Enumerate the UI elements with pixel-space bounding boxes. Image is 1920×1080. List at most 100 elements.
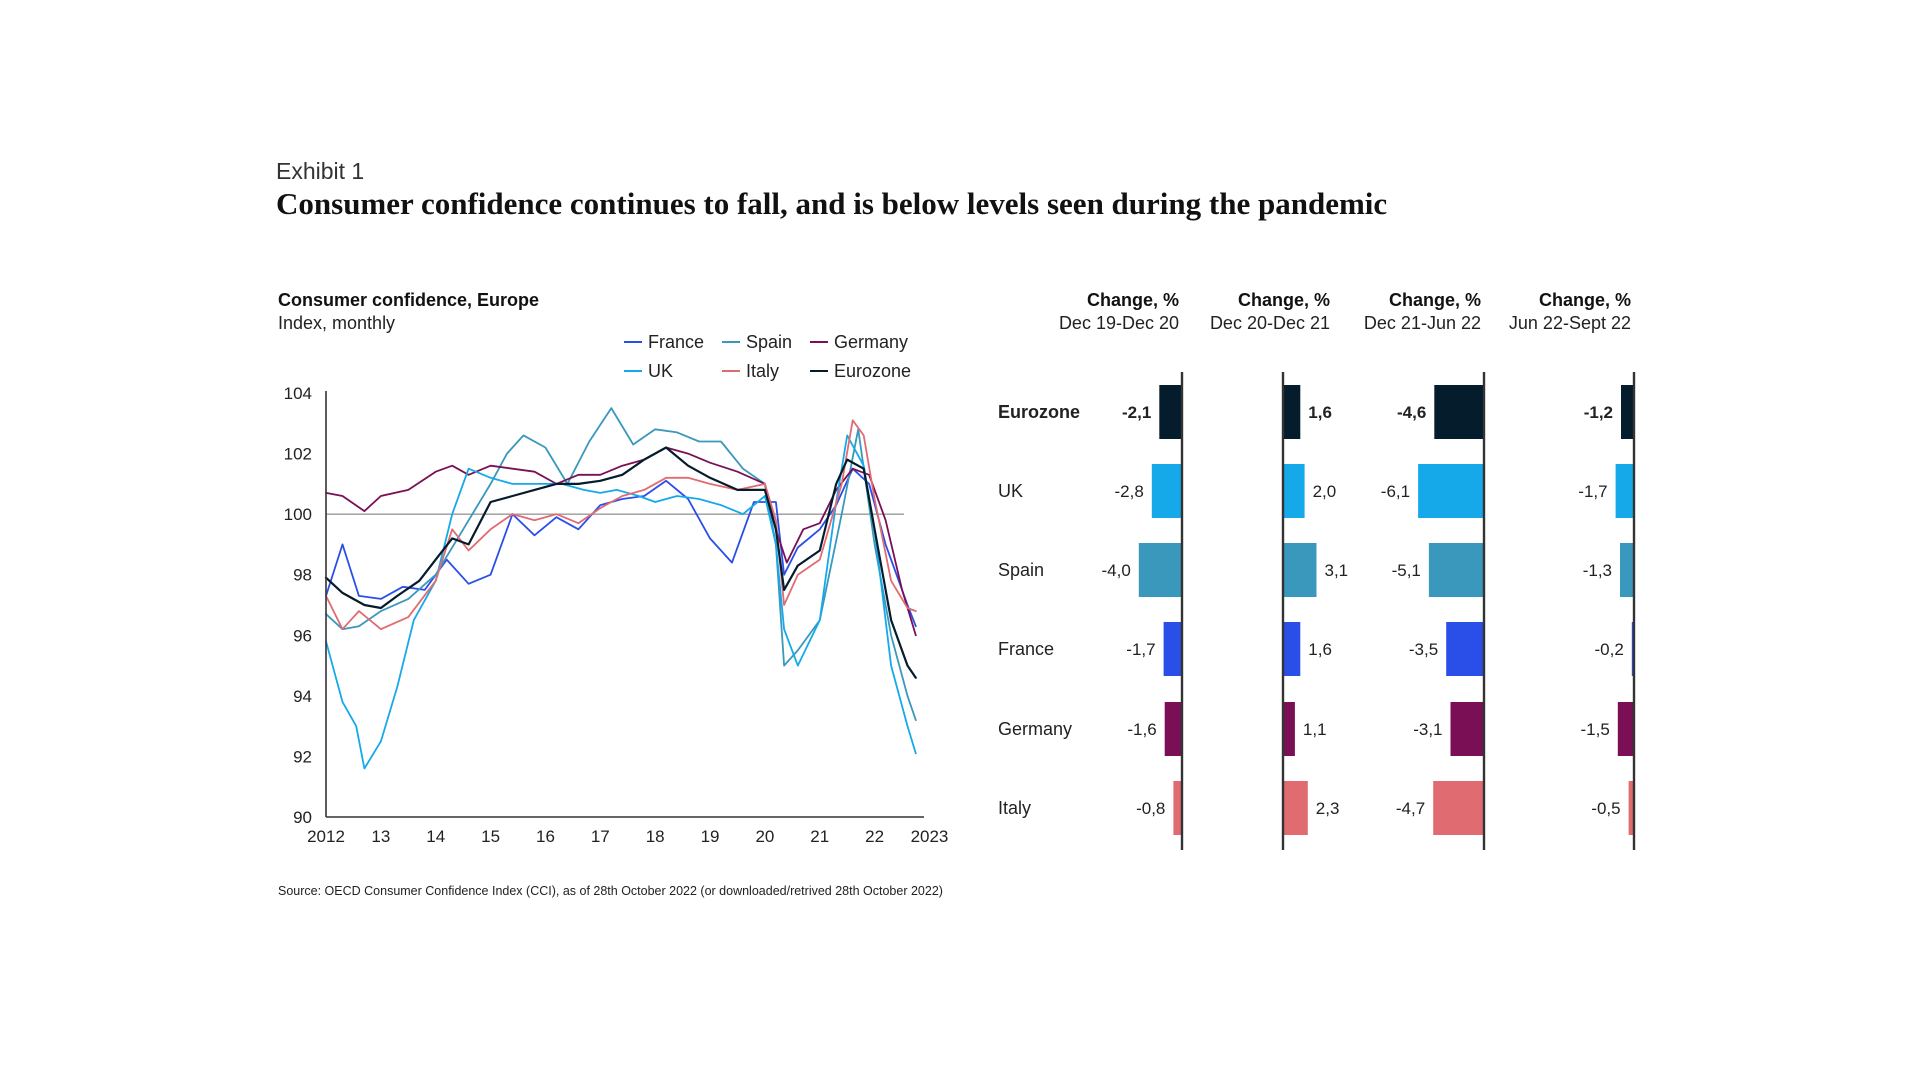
data-label: -4,7	[1396, 799, 1425, 818]
series-line-eurozone	[324, 446, 917, 679]
data-label: 1,6	[1308, 403, 1332, 422]
panel-period: Dec 19-Dec 20	[1059, 313, 1179, 333]
bar-panel-4: Change, % Jun 22-Sept 22 -1,2 -1,7 -1,3 -0,2 -…	[1509, 290, 1636, 850]
x-tick-label: 19	[701, 827, 720, 846]
bar-spain	[1620, 543, 1634, 597]
legend-item-spain: Spain	[722, 332, 792, 352]
bar-spain	[1283, 543, 1317, 597]
data-label: 2,3	[1316, 799, 1340, 818]
data-label: -4,0	[1102, 561, 1131, 580]
data-label: 1,6	[1308, 640, 1332, 659]
y-tick-label: 94	[293, 687, 312, 706]
category-label-eurozone: Eurozone	[998, 402, 1080, 422]
bar-germany	[1617, 702, 1634, 756]
legend-label: UK	[648, 361, 673, 381]
bar-uk	[1615, 464, 1634, 518]
bar-panel-1: Change, % Dec 19-Dec 20 -2,1 -2,8 -4,0 -1,7 -1…	[1059, 290, 1184, 850]
legend-item-italy: Italy	[722, 361, 779, 381]
x-tick-label: 18	[646, 827, 665, 846]
bar-italy	[1283, 781, 1308, 835]
series-line-uk	[325, 434, 917, 770]
bar-eurozone	[1283, 385, 1301, 439]
legend-label: Germany	[834, 332, 908, 352]
data-label: -2,1	[1122, 403, 1151, 422]
y-tick-label: 98	[293, 566, 312, 585]
bar-spain	[1138, 543, 1182, 597]
legend-item-germany: Germany	[810, 332, 908, 352]
series-line-spain	[325, 407, 917, 721]
data-label: -0,8	[1136, 799, 1165, 818]
x-tick-label: 20	[755, 827, 774, 846]
data-label: -1,7	[1126, 640, 1155, 659]
data-label: -4,6	[1397, 403, 1426, 422]
y-tick-label: 102	[284, 445, 312, 464]
legend-label: Italy	[746, 361, 779, 381]
y-tick-label: 92	[293, 747, 312, 766]
x-tick-label: 15	[481, 827, 500, 846]
bar-germany	[1450, 702, 1484, 756]
panel-period: Jun 22-Sept 22	[1509, 313, 1631, 333]
x-tick-label: 22	[865, 827, 884, 846]
source-note: Source: OECD Consumer Confidence Index (…	[278, 884, 943, 898]
category-label-italy: Italy	[998, 798, 1031, 818]
bar-italy	[1173, 781, 1182, 835]
panel-header: Change, %	[1539, 290, 1631, 310]
bar-uk	[1151, 464, 1182, 518]
category-label-germany: Germany	[998, 719, 1072, 739]
y-tick-label: 96	[293, 626, 312, 645]
x-tick-label: 21	[810, 827, 829, 846]
bar-eurozone	[1621, 385, 1634, 439]
category-label-uk: UK	[998, 481, 1023, 501]
data-label: -3,1	[1413, 720, 1442, 739]
x-tick-label: 16	[536, 827, 555, 846]
category-label-france: France	[998, 639, 1054, 659]
legend-item-france: France	[624, 332, 704, 352]
data-label: -5,1	[1392, 561, 1421, 580]
data-label: -3,5	[1409, 640, 1438, 659]
bar-italy	[1628, 781, 1634, 835]
bar-france	[1446, 622, 1484, 676]
x-tick-label: 13	[371, 827, 390, 846]
panel-header: Change, %	[1238, 290, 1330, 310]
data-label: 1,1	[1303, 720, 1327, 739]
x-tick-label: 2012	[307, 827, 345, 846]
series-line-france	[325, 467, 917, 628]
bar-france	[1163, 622, 1182, 676]
x-tick-label: 17	[591, 827, 610, 846]
bar-uk	[1283, 464, 1305, 518]
data-label: -1,2	[1584, 403, 1613, 422]
data-label: 3,1	[1325, 561, 1349, 580]
bar-panel-2: Change, % Dec 20-Dec 21 1,6 2,0 3,1 1,6 1,1 2,3	[1210, 290, 1348, 850]
y-tick-label: 104	[284, 384, 312, 403]
bar-panel-3: Change, % Dec 21-Jun 22 -4,6 -6,1 -5,1 -3,5 -3…	[1364, 290, 1486, 850]
data-label: -6,1	[1381, 482, 1410, 501]
bar-germany	[1283, 702, 1295, 756]
legend-item-eurozone: Eurozone	[810, 361, 911, 381]
bar-spain	[1428, 543, 1484, 597]
legend-item-uk: UK	[624, 361, 673, 381]
exhibit-label: Exhibit 1	[276, 158, 365, 184]
bar-france	[1283, 622, 1301, 676]
bar-eurozone	[1159, 385, 1182, 439]
bar-italy	[1433, 781, 1484, 835]
data-label: -1,3	[1583, 561, 1612, 580]
bar-eurozone	[1434, 385, 1484, 439]
bar-uk	[1418, 464, 1484, 518]
line-chart-subtitle: Index, monthly	[278, 313, 396, 333]
panel-header: Change, %	[1389, 290, 1481, 310]
x-tick-label: 14	[426, 827, 445, 846]
data-label: -2,8	[1115, 482, 1144, 501]
panel-period: Dec 21-Jun 22	[1364, 313, 1481, 333]
category-label-spain: Spain	[998, 560, 1044, 580]
legend-label: Spain	[746, 332, 792, 352]
data-label: -0,2	[1595, 640, 1624, 659]
data-label: -1,5	[1581, 720, 1610, 739]
line-chart-title: Consumer confidence, Europe	[278, 290, 540, 310]
data-label: 2,0	[1313, 482, 1337, 501]
x-tick-label: 2023	[911, 827, 949, 846]
data-label: -0,5	[1591, 799, 1620, 818]
data-label: -1,6	[1127, 720, 1156, 739]
legend-label: France	[648, 332, 704, 352]
page-title: Consumer confidence continues to fall, a…	[276, 186, 1388, 221]
